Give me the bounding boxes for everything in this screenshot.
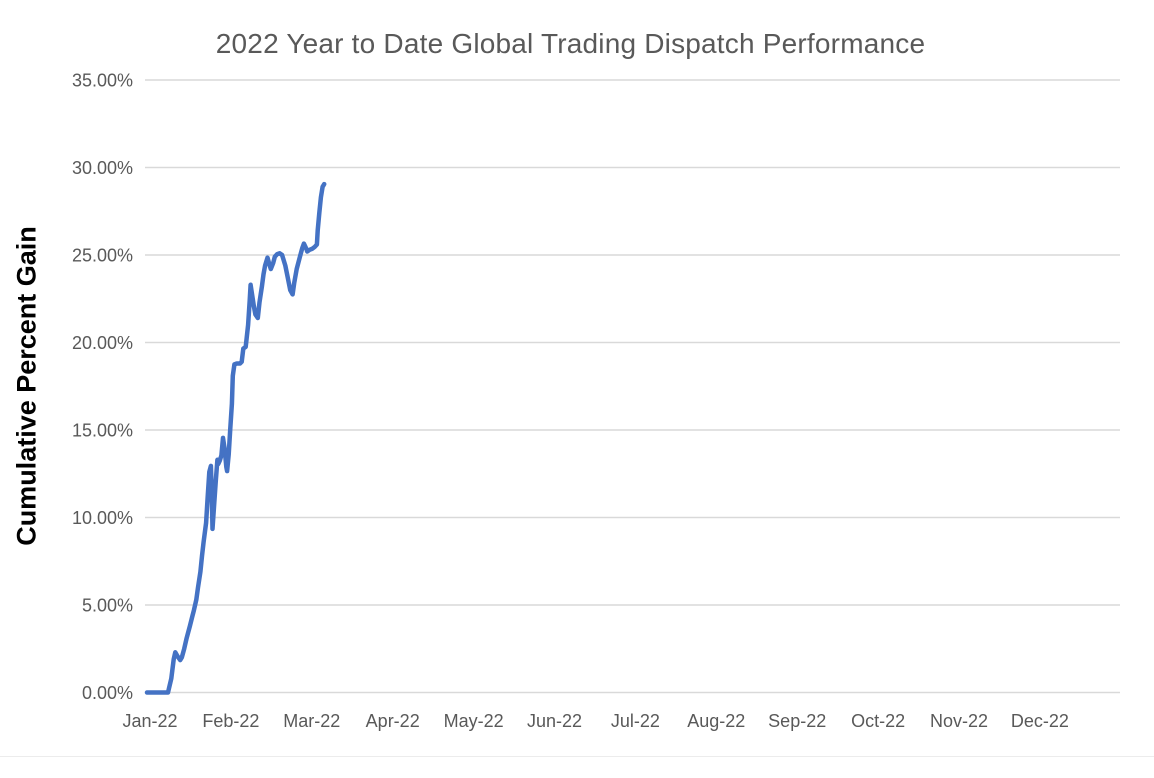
y-axis-title: Cumulative Percent Gain (11, 226, 42, 546)
chart-title: 2022 Year to Date Global Trading Dispatc… (215, 28, 926, 59)
x-tick-label: Dec-22 (1011, 711, 1069, 731)
x-tick-label: Nov-22 (930, 711, 988, 731)
y-tick-label: 0.00% (82, 683, 133, 703)
y-tick-label: 10.00% (72, 508, 133, 528)
x-tick-label: Sep-22 (768, 711, 826, 731)
x-tick-label: Apr-22 (366, 711, 420, 731)
y-tick-label: 30.00% (72, 158, 133, 178)
x-tick-label: Jan-22 (122, 711, 177, 731)
y-tick-label: 15.00% (72, 420, 133, 440)
x-tick-label: Mar-22 (283, 711, 340, 731)
performance-line (144, 181, 327, 695)
x-tick-label: Aug-22 (687, 711, 745, 731)
y-tick-label: 20.00% (72, 333, 133, 353)
x-tick-label: May-22 (444, 711, 504, 731)
x-tick-label: Oct-22 (851, 711, 905, 731)
chart-bottom-border (0, 756, 1154, 757)
y-tick-label: 25.00% (72, 245, 133, 265)
x-tick-label: Feb-22 (202, 711, 259, 731)
x-tick-label: Jul-22 (611, 711, 660, 731)
y-tick-label: 5.00% (82, 595, 133, 615)
x-tick-label: Jun-22 (527, 711, 582, 731)
y-tick-label: 35.00% (72, 70, 133, 90)
